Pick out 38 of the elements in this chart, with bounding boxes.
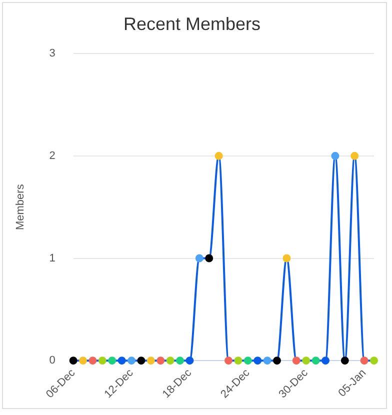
point — [322, 356, 330, 365]
point — [350, 152, 359, 160]
point — [79, 356, 88, 365]
point — [118, 356, 126, 365]
point — [88, 356, 97, 365]
point — [370, 356, 378, 365]
point — [282, 254, 291, 262]
point — [360, 356, 368, 365]
point — [340, 356, 349, 365]
point — [108, 356, 116, 365]
point — [224, 356, 233, 365]
y-tick-label: 3 — [49, 48, 56, 60]
point — [205, 254, 214, 262]
point — [137, 356, 146, 365]
chart-title: Recent Members — [123, 14, 261, 34]
point — [69, 356, 78, 365]
point — [98, 356, 106, 365]
point — [214, 152, 223, 160]
point — [331, 152, 340, 160]
y-tick-label: 0 — [49, 354, 56, 367]
point — [176, 356, 184, 365]
point — [292, 356, 300, 365]
point — [312, 356, 320, 365]
point — [254, 356, 262, 365]
point — [302, 356, 310, 365]
point — [186, 356, 194, 365]
point — [146, 356, 155, 365]
point — [234, 356, 242, 365]
point — [244, 356, 252, 365]
point — [195, 254, 204, 262]
point — [166, 356, 174, 365]
point — [156, 356, 165, 365]
point — [263, 356, 272, 365]
point — [273, 356, 282, 365]
y-axis-title: Members — [14, 184, 27, 230]
y-tick-label: 1 — [49, 252, 56, 264]
point — [128, 356, 136, 365]
y-tick-label: 2 — [49, 150, 56, 162]
